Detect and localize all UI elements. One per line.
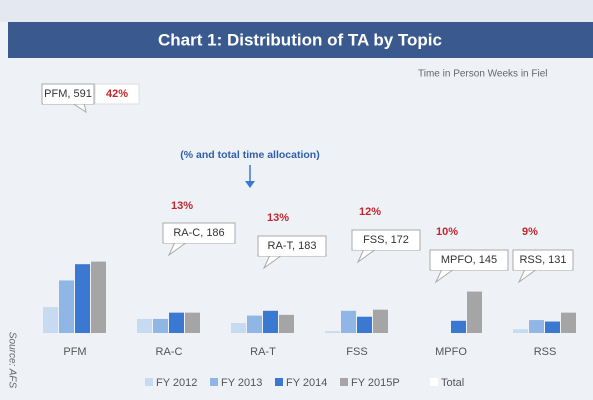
bar bbox=[467, 291, 482, 333]
total-label: FSS, 172 bbox=[363, 234, 409, 246]
callout-cover bbox=[353, 248, 419, 250]
bar bbox=[43, 307, 58, 333]
total-label: RSS, 131 bbox=[519, 254, 566, 266]
bar bbox=[153, 318, 168, 333]
annotation-arrowhead bbox=[245, 181, 255, 188]
x-tick-label: RA-C bbox=[156, 346, 183, 358]
total-label: RA-T, 183 bbox=[268, 240, 317, 252]
legend-label: FY 2012 bbox=[156, 377, 197, 389]
bar bbox=[451, 320, 466, 333]
bar bbox=[325, 331, 340, 333]
x-tick-label: RA-T bbox=[250, 346, 276, 358]
legend-label: FY 2015P bbox=[351, 377, 400, 389]
legend-swatch bbox=[430, 378, 438, 386]
share-label: 10% bbox=[436, 226, 458, 238]
callout-cover bbox=[514, 268, 572, 270]
legend-swatch bbox=[340, 378, 348, 386]
top-strip bbox=[0, 0, 593, 22]
share-label: 12% bbox=[359, 206, 381, 218]
bar bbox=[231, 323, 246, 333]
share-label: 13% bbox=[267, 212, 289, 224]
callout-cover bbox=[43, 102, 93, 104]
bar bbox=[561, 312, 576, 333]
callout-cover bbox=[164, 241, 234, 243]
bar bbox=[91, 261, 106, 333]
share-label: 42% bbox=[106, 88, 128, 100]
bar bbox=[279, 314, 294, 333]
legend-label: FY 2013 bbox=[221, 377, 262, 389]
annotation: (% and total time allocation) bbox=[180, 149, 319, 161]
bar bbox=[263, 310, 278, 333]
total-label: PFM, 591 bbox=[44, 88, 92, 100]
bar bbox=[247, 315, 262, 333]
legend-label: Total bbox=[441, 377, 464, 389]
bar bbox=[75, 264, 90, 333]
bar bbox=[357, 316, 372, 333]
share-box bbox=[94, 83, 140, 105]
bar bbox=[185, 312, 200, 333]
bar bbox=[513, 329, 528, 333]
bar bbox=[59, 280, 74, 333]
share-label: 13% bbox=[171, 200, 193, 212]
callout-cover bbox=[259, 254, 325, 256]
bar bbox=[545, 321, 560, 333]
share-label: 9% bbox=[522, 226, 538, 238]
legend-swatch bbox=[275, 378, 283, 386]
total-label: MPFO, 145 bbox=[441, 254, 497, 266]
bar bbox=[137, 318, 152, 333]
x-tick-label: PFM bbox=[63, 346, 86, 358]
total-label: RA-C, 186 bbox=[173, 227, 224, 239]
callout-cover bbox=[431, 268, 507, 270]
subtitle: Time in Person Weeks in Fiel bbox=[418, 69, 548, 80]
bar bbox=[169, 312, 184, 333]
bar bbox=[341, 310, 356, 333]
chart-title: Chart 1: Distribution of TA by Topic bbox=[158, 30, 442, 49]
legend-swatch bbox=[210, 378, 218, 386]
source: Source: AFS bbox=[6, 332, 17, 389]
bar bbox=[373, 309, 388, 333]
x-tick-label: RSS bbox=[534, 346, 557, 358]
legend-label: FY 2014 bbox=[286, 377, 327, 389]
x-tick-label: FSS bbox=[346, 346, 367, 358]
legend-swatch bbox=[145, 378, 153, 386]
title-bar bbox=[8, 22, 593, 58]
x-tick-label: MPFO bbox=[435, 346, 467, 358]
bar bbox=[529, 320, 544, 333]
